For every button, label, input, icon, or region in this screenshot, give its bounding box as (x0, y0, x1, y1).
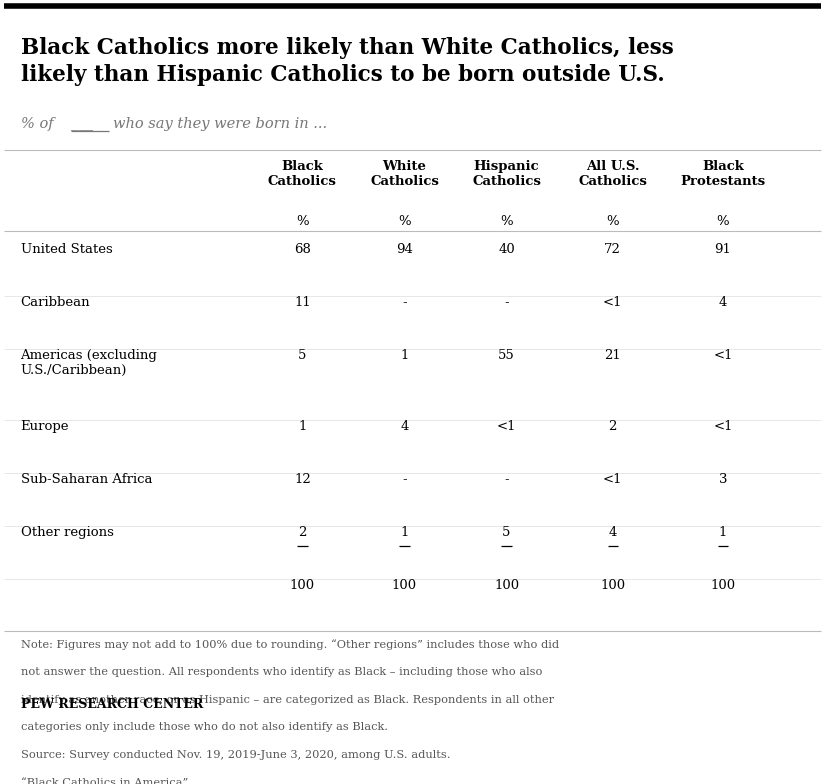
Text: Other regions: Other regions (20, 526, 113, 539)
Text: -: - (504, 296, 509, 309)
Text: PEW RESEARCH CENTER: PEW RESEARCH CENTER (20, 698, 202, 711)
Text: Sub-Saharan Africa: Sub-Saharan Africa (20, 473, 152, 486)
Text: Black
Protestants: Black Protestants (680, 161, 765, 188)
Text: <1: <1 (603, 473, 622, 486)
Text: 5: 5 (502, 526, 511, 539)
Text: Hispanic
Catholics: Hispanic Catholics (472, 161, 541, 188)
Text: 1: 1 (400, 349, 408, 361)
Text: Black Catholics more likely than White Catholics, less
likely than Hispanic Cath: Black Catholics more likely than White C… (20, 37, 673, 86)
Text: 4: 4 (608, 526, 617, 539)
Text: Note: Figures may not add to 100% due to rounding. “Other regions” includes thos: Note: Figures may not add to 100% due to… (20, 640, 559, 651)
Text: %: % (296, 215, 308, 228)
Text: %: % (398, 215, 411, 228)
Text: 100: 100 (601, 579, 625, 592)
Text: 3: 3 (719, 473, 727, 486)
Text: <1: <1 (713, 420, 732, 433)
Text: “Black Catholics in America”: “Black Catholics in America” (20, 778, 188, 784)
Text: 100: 100 (290, 579, 315, 592)
Text: not answer the question. All respondents who identify as Black – including those: not answer the question. All respondents… (20, 667, 542, 677)
Text: -: - (402, 473, 407, 486)
Text: 94: 94 (396, 242, 413, 256)
Text: 4: 4 (719, 296, 727, 309)
Text: %: % (606, 215, 619, 228)
Text: 1: 1 (298, 420, 307, 433)
Text: 72: 72 (604, 242, 622, 256)
Text: 1: 1 (719, 526, 727, 539)
Text: 2: 2 (608, 420, 617, 433)
Text: 21: 21 (604, 349, 621, 361)
Text: -: - (504, 473, 509, 486)
Text: Black
Catholics: Black Catholics (268, 161, 337, 188)
Text: 68: 68 (294, 242, 311, 256)
Text: 5: 5 (298, 349, 307, 361)
Text: 100: 100 (711, 579, 736, 592)
Text: % of: % of (20, 117, 53, 131)
Text: %: % (717, 215, 729, 228)
Text: identify as another race, or as Hispanic – are categorized as Black. Respondents: identify as another race, or as Hispanic… (20, 695, 554, 705)
Text: categories only include those who do not also identify as Black.: categories only include those who do not… (20, 723, 387, 732)
Text: 100: 100 (392, 579, 417, 592)
Text: Europe: Europe (20, 420, 69, 433)
Text: %: % (501, 215, 513, 228)
Text: 12: 12 (294, 473, 311, 486)
Text: Caribbean: Caribbean (20, 296, 90, 309)
Text: 1: 1 (400, 526, 408, 539)
Text: 40: 40 (498, 242, 515, 256)
Text: Source: Survey conducted Nov. 19, 2019-June 3, 2020, among U.S. adults.: Source: Survey conducted Nov. 19, 2019-J… (20, 750, 450, 760)
Text: who say they were born in ...: who say they were born in ... (113, 117, 327, 131)
Text: White
Catholics: White Catholics (370, 161, 438, 188)
Text: 55: 55 (498, 349, 515, 361)
Text: 2: 2 (298, 526, 307, 539)
Text: Americas (excluding
U.S./Caribbean): Americas (excluding U.S./Caribbean) (20, 349, 157, 377)
Text: 100: 100 (494, 579, 519, 592)
Text: -: - (402, 296, 407, 309)
Text: 11: 11 (294, 296, 311, 309)
Text: ___: ___ (71, 117, 93, 131)
Text: 4: 4 (400, 420, 408, 433)
Text: United States: United States (20, 242, 113, 256)
Text: <1: <1 (496, 420, 517, 433)
Text: 91: 91 (715, 242, 732, 256)
Text: <1: <1 (713, 349, 732, 361)
Text: <1: <1 (603, 296, 622, 309)
Text: All U.S.
Catholics: All U.S. Catholics (578, 161, 647, 188)
